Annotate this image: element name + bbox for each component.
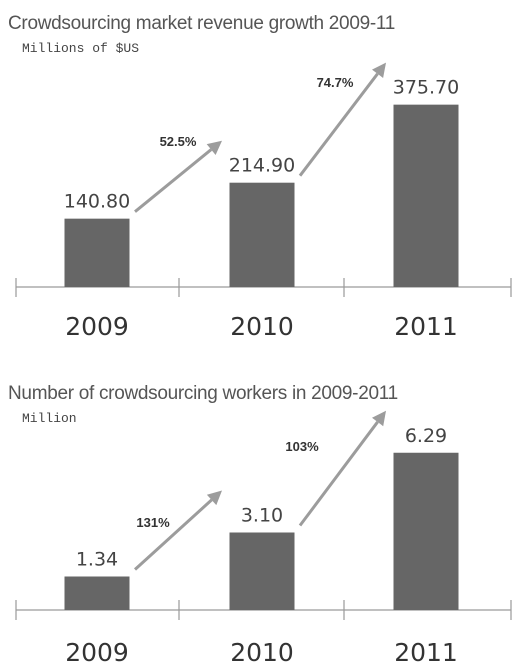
growth-arrow-head (372, 410, 386, 427)
growth-label: 52.5% (160, 134, 197, 149)
bar-2010 (229, 532, 295, 610)
x-tick-label: 2009 (65, 638, 129, 667)
x-tick-label: 2011 (394, 638, 458, 667)
workers-chart-title: Number of crowdsourcing workers in 2009-… (8, 383, 398, 404)
value-label: 140.80 (64, 191, 130, 213)
growth-arrow (298, 72, 379, 177)
value-label: 3.10 (241, 505, 283, 527)
workers-chart-marks: 1.34 2009 3.10 2010 6.29 2011 131% 103% (15, 410, 512, 667)
value-label: 6.29 (405, 425, 447, 447)
bar-2009 (64, 576, 130, 610)
growth-arrow-head (206, 490, 222, 506)
bar-2009 (64, 218, 130, 287)
growth-arrow-head (206, 140, 222, 155)
workers-chart-unit: Million (22, 411, 77, 426)
revenue-chart: Crowdsourcing market revenue growth 2009… (8, 13, 512, 341)
revenue-chart-marks: 140.80 2009 214.90 2010 375.70 2011 52.5% 74.7% (15, 62, 512, 341)
x-tick-label: 2009 (65, 312, 129, 341)
value-label: 1.34 (76, 549, 118, 571)
growth-label: 131% (136, 515, 170, 530)
growth-arrow (133, 498, 213, 571)
bar-2011 (393, 452, 459, 610)
growth-arrow (298, 421, 379, 527)
growth-arrow-head (372, 62, 386, 78)
bar-2010 (229, 182, 295, 287)
x-tick-label: 2010 (230, 638, 294, 667)
x-tick-label: 2010 (230, 312, 294, 341)
revenue-chart-unit: Millions of $US (22, 41, 139, 56)
revenue-chart-title: Crowdsourcing market revenue growth 2009… (8, 13, 395, 34)
value-label: 375.70 (393, 77, 459, 99)
value-label: 214.90 (229, 155, 295, 177)
workers-chart: Number of crowdsourcing workers in 2009-… (8, 383, 512, 667)
bar-2011 (393, 104, 459, 288)
x-tick-label: 2011 (394, 312, 458, 341)
growth-label: 103% (285, 439, 319, 454)
growth-arrow (134, 148, 213, 213)
growth-label: 74.7% (317, 75, 354, 90)
